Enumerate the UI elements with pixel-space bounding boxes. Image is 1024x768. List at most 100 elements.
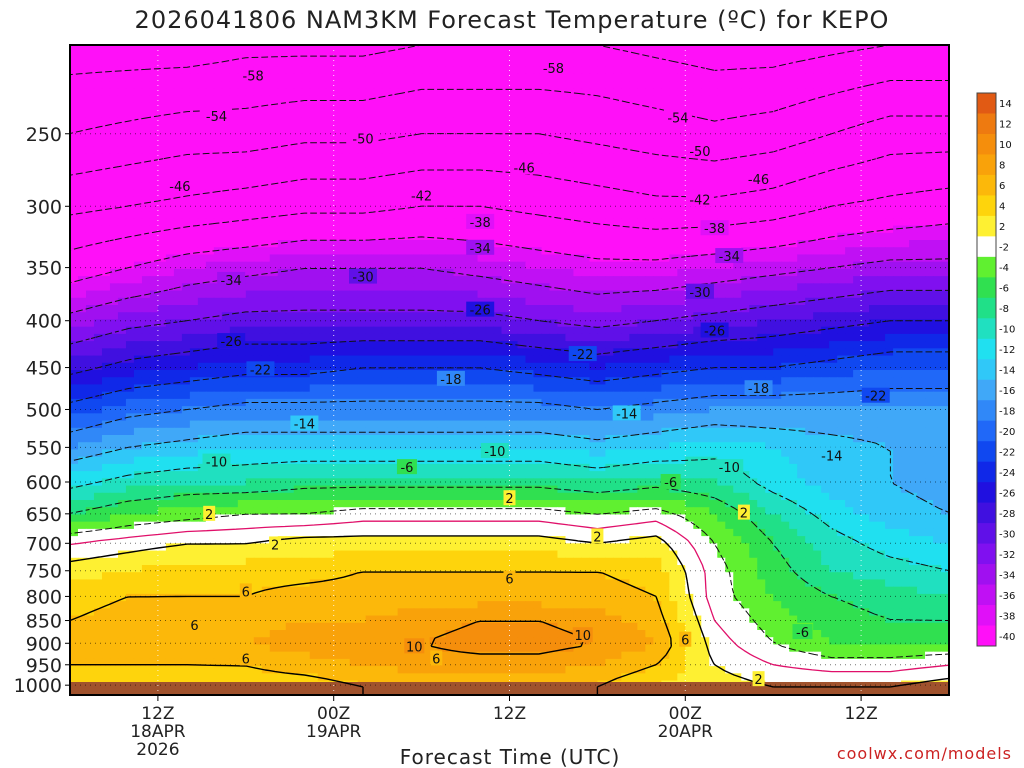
temperature-cell xyxy=(661,333,670,342)
temperature-cell xyxy=(485,283,495,292)
temperature-cell xyxy=(245,283,255,292)
temperature-cell xyxy=(485,88,495,97)
temperature-cell xyxy=(277,283,287,292)
temperature-cell xyxy=(389,45,399,53)
temperature-cell xyxy=(253,225,263,234)
temperature-cell xyxy=(917,319,926,328)
temperature-cell xyxy=(517,110,527,118)
temperature-cell xyxy=(485,146,495,154)
temperature-cell xyxy=(621,261,630,270)
temperature-cell xyxy=(677,138,686,147)
temperature-cell xyxy=(70,95,79,104)
temperature-cell xyxy=(597,341,606,349)
temperature-cell xyxy=(789,182,798,191)
temperature-cell xyxy=(277,160,287,169)
temperature-cell xyxy=(157,66,167,75)
temperature-cell xyxy=(925,59,934,68)
temperature-cell xyxy=(117,276,127,284)
temperature-cell xyxy=(853,73,862,82)
temperature-cell xyxy=(373,167,383,176)
temperature-cell xyxy=(277,355,287,364)
temperature-cell xyxy=(821,333,830,342)
temperature-cell xyxy=(581,95,591,104)
temperature-cell xyxy=(349,211,359,219)
temperature-cell xyxy=(461,211,471,219)
temperature-cell xyxy=(85,261,95,270)
temperature-cell xyxy=(445,175,455,183)
temperature-cell xyxy=(621,319,630,328)
temperature-cell xyxy=(405,182,415,191)
temperature-cell xyxy=(893,88,902,97)
temperature-cell xyxy=(733,268,742,277)
temperature-cell xyxy=(429,348,439,357)
temperature-cell xyxy=(413,319,423,328)
temperature-cell xyxy=(293,182,303,191)
temperature-cell xyxy=(381,59,391,68)
temperature-cell xyxy=(253,232,263,241)
temperature-cell xyxy=(421,225,431,234)
temperature-cell xyxy=(221,131,231,140)
temperature-cell xyxy=(77,348,87,357)
temperature-cell xyxy=(509,182,519,191)
temperature-cell xyxy=(85,218,95,227)
temperature-cell xyxy=(357,45,367,53)
temperature-cell xyxy=(197,370,207,378)
temperature-cell xyxy=(901,117,910,126)
temperature-cell xyxy=(885,52,894,61)
temperature-cell xyxy=(565,131,575,140)
temperature-cell xyxy=(829,326,838,335)
temperature-cell xyxy=(613,268,622,277)
temperature-cell xyxy=(165,290,175,299)
temperature-cell xyxy=(765,348,774,357)
temperature-cell xyxy=(797,153,806,162)
temperature-cell xyxy=(389,131,399,140)
temperature-cell xyxy=(693,261,702,270)
temperature-cell xyxy=(837,146,846,154)
temperature-cell xyxy=(837,333,846,342)
temperature-cell xyxy=(605,117,614,126)
temperature-cell xyxy=(581,283,591,292)
temperature-cell xyxy=(277,297,287,306)
temperature-cell xyxy=(813,146,822,154)
temperature-cell xyxy=(749,276,758,284)
temperature-cell xyxy=(725,81,734,89)
temperature-cell xyxy=(789,283,798,292)
temperature-cell xyxy=(437,341,447,349)
temperature-cell xyxy=(541,189,551,198)
temperature-cell xyxy=(621,341,630,349)
temperature-cell xyxy=(333,319,343,328)
temperature-cell xyxy=(85,153,95,162)
temperature-cell xyxy=(149,189,159,198)
temperature-cell xyxy=(437,254,447,263)
temperature-cell xyxy=(653,305,662,313)
temperature-cell xyxy=(141,232,151,241)
temperature-cell xyxy=(141,73,151,82)
temperature-cell xyxy=(85,247,95,256)
temperature-cell xyxy=(541,196,551,205)
temperature-cell xyxy=(349,110,359,118)
temperature-cell xyxy=(445,182,455,191)
temperature-cell xyxy=(509,146,519,154)
temperature-cell xyxy=(757,102,766,111)
temperature-cell xyxy=(653,218,662,227)
temperature-cell xyxy=(301,297,311,306)
temperature-cell xyxy=(861,102,870,111)
temperature-cell xyxy=(413,268,423,277)
temperature-cell xyxy=(845,232,854,241)
temperature-cell xyxy=(853,45,862,53)
temperature-cell xyxy=(341,102,351,111)
temperature-cell xyxy=(837,182,846,191)
temperature-cell xyxy=(341,95,351,104)
temperature-cell xyxy=(629,254,638,263)
temperature-cell xyxy=(285,218,295,227)
temperature-cell xyxy=(437,362,447,371)
temperature-cell xyxy=(861,362,870,371)
temperature-cell xyxy=(421,117,431,126)
temperature-cell xyxy=(405,81,415,89)
temperature-cell xyxy=(621,131,630,140)
temperature-cell xyxy=(341,146,351,154)
temperature-cell xyxy=(205,102,215,111)
temperature-cell xyxy=(653,138,662,147)
temperature-cell xyxy=(141,268,151,277)
temperature-cell xyxy=(157,268,167,277)
